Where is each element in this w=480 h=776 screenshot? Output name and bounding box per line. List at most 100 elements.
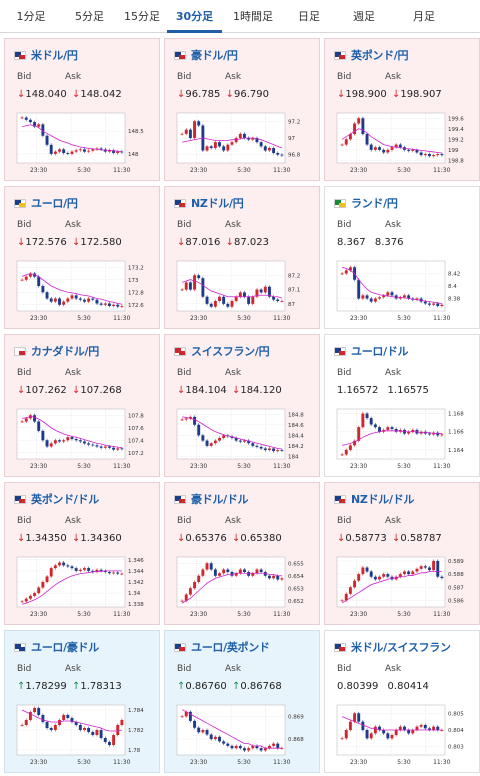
pair-name[interactable]: NZドル/円	[191, 197, 244, 210]
candle-body	[263, 572, 267, 576]
rate-card[interactable]: ユーロ/ドル Bid Ask 1.16572 1.16575 1.168 1.166…	[324, 334, 480, 477]
rate-card[interactable]: 豪ドル/円 Bid Ask ↓96.785 ↓96.790 97.2 97 96.8 2…	[164, 38, 320, 181]
candle-body	[103, 570, 107, 572]
y-tick-label: 184.4	[288, 433, 304, 439]
tab-5[interactable]: 日足	[298, 10, 320, 23]
pair-name[interactable]: 豪ドル/ドル	[191, 493, 249, 506]
rate-card[interactable]: ランド/円 Bid Ask 8.367 8.376 8.42 8.4 8.38 23:3…	[324, 186, 480, 329]
pair-name[interactable]: 米ドル/円	[31, 49, 78, 62]
ask-price: 148.042	[80, 89, 122, 100]
pair-title[interactable]: ユーロ/ドル	[334, 343, 409, 359]
tab-7[interactable]: 月足	[413, 10, 435, 23]
candle-body	[386, 427, 390, 430]
pair-title[interactable]: ユーロ/英ポンド	[174, 639, 270, 655]
candle-body	[78, 569, 82, 571]
pair-name[interactable]: ユーロ/豪ドル	[31, 641, 99, 654]
pair-title[interactable]: スイスフラン/円	[174, 343, 270, 359]
mini-chart[interactable]: 107.8 107.6 107.4 107.2 23:30 5:30 11:30	[15, 407, 153, 471]
candle-body	[427, 728, 431, 730]
rate-card[interactable]: ユーロ/英ポンド Bid Ask ↑0.86760 ↑0.86768 0.869 0…	[164, 630, 320, 773]
mini-chart[interactable]: 0.655 0.654 0.653 0.652 23:30 5:30 11:30	[175, 555, 313, 619]
mini-chart[interactable]: 199.6 199.4 199.2 199 198.8 23:30 5:30 11:30	[335, 111, 473, 175]
pair-title[interactable]: 米ドル/円	[14, 47, 78, 63]
pair-name[interactable]: カナダドル/円	[31, 345, 99, 358]
pair-name[interactable]: NZドル/ドル	[351, 493, 415, 506]
tab-6[interactable]: 週足	[353, 10, 375, 23]
pair-name[interactable]: ランド/円	[351, 197, 398, 210]
y-tick-label: 0.586	[448, 598, 464, 604]
mini-chart[interactable]: 184.8 184.6 184.4 184.2 184 23:30 5:30 11:30	[175, 407, 313, 471]
candle-body	[361, 567, 365, 575]
pair-name[interactable]: ユーロ/英ポンド	[191, 641, 270, 654]
y-tick-label: 1.168	[448, 412, 464, 418]
bid-ask-labels: Bid Ask	[17, 220, 81, 230]
rate-card[interactable]: 米ドル/円 Bid Ask ↓148.040 ↓148.042 148.5 148 2…	[4, 38, 160, 181]
candle-body	[74, 568, 78, 571]
mini-chart[interactable]: 0.869 0.868 23:30 5:30 11:30	[175, 703, 313, 767]
rate-card[interactable]: NZドル/ドル Bid Ask ↓0.58773 ↓0.58787 0.589 0.…	[324, 482, 480, 625]
pair-title[interactable]: NZドル/円	[174, 195, 244, 211]
pair-title[interactable]: 英ポンド/ドル	[14, 491, 99, 507]
mini-chart[interactable]: 97.2 97 96.8 23:30 5:30 11:30	[175, 111, 313, 175]
pair-name[interactable]: 米ドル/スイスフラン	[351, 641, 451, 654]
candle-body	[378, 297, 381, 299]
trend-arrow-icon: ↓	[71, 237, 81, 248]
bid-label: Bid	[337, 664, 352, 674]
pair-title[interactable]: カナダドル/円	[14, 343, 99, 359]
flag-icon	[174, 346, 186, 356]
mini-chart[interactable]: 0.805 0.804 0.803 23:30 5:30 11:30	[335, 703, 473, 767]
rate-card[interactable]: ユーロ/円 Bid Ask ↓172.576 ↓172.580 173.2 173 1…	[4, 186, 160, 329]
rate-card[interactable]: カナダドル/円 Bid Ask ↓107.262 ↓107.268 107.8 10…	[4, 334, 160, 477]
y-tick-label: 87.1	[288, 288, 300, 294]
pair-title[interactable]: ユーロ/豪ドル	[14, 639, 99, 655]
candle-body	[66, 565, 70, 567]
mini-chart[interactable]: 0.589 0.588 0.587 0.586 23:30 5:30 11:30	[335, 555, 473, 619]
tab-3[interactable]: 30分足	[167, 0, 222, 33]
rate-card[interactable]: 英ポンド/ドル Bid Ask ↓1.34350 ↓1.34360 1.346 1.…	[4, 482, 160, 625]
candle-body	[74, 295, 78, 299]
rate-card[interactable]: 米ドル/スイスフラン Bid Ask 0.80399 0.80414 0.805 0…	[324, 630, 480, 773]
tab-1[interactable]: 5分足	[75, 10, 104, 23]
y-tick-label: 199.4	[448, 127, 464, 133]
pair-title[interactable]: 米ドル/スイスフラン	[334, 639, 451, 655]
pair-title[interactable]: 豪ドル/ドル	[174, 491, 249, 507]
pair-name[interactable]: 豪ドル/円	[191, 49, 238, 62]
mini-chart[interactable]: 8.42 8.4 8.38 23:30 5:30 11:30	[335, 259, 473, 323]
pair-name[interactable]: 英ポンド/ドル	[31, 493, 99, 506]
x-tick-label: 11:30	[273, 759, 290, 766]
pair-title[interactable]: NZドル/ドル	[334, 491, 414, 507]
candle-body	[45, 440, 49, 447]
pair-title[interactable]: ユーロ/円	[14, 195, 78, 211]
rate-card[interactable]: ユーロ/豪ドル Bid Ask ↑1.78299 ↑1.78313 1.784 1.…	[4, 630, 160, 773]
trend-arrow-icon: ↓	[231, 385, 241, 396]
candle-body	[390, 427, 394, 429]
pair-title[interactable]: 英ポンド/円	[334, 47, 409, 63]
mini-chart[interactable]: 148.5 148 23:30 5:30 11:30	[15, 111, 153, 175]
moving-average-line	[182, 137, 283, 149]
tab-4[interactable]: 1時間足	[233, 10, 273, 23]
pair-name[interactable]: 英ポンド/円	[351, 49, 409, 62]
mini-chart[interactable]: 1.168 1.166 1.164 23:30 5:30 11:30	[335, 407, 473, 471]
pair-name[interactable]: スイスフラン/円	[191, 345, 270, 358]
pair-title[interactable]: 豪ドル/円	[174, 47, 238, 63]
candle-body	[188, 711, 192, 721]
rate-card[interactable]: NZドル/円 Bid Ask ↓87.016 ↓87.023 87.2 87.1 87…	[164, 186, 320, 329]
candle-body	[41, 124, 45, 136]
mini-chart[interactable]: 87.2 87.1 87 23:30 5:30 11:30	[175, 259, 313, 323]
rate-card[interactable]: スイスフラン/円 Bid Ask ↓184.104 ↓184.120 184.8 1…	[164, 334, 320, 477]
tab-0[interactable]: 1分足	[16, 10, 46, 23]
pair-title[interactable]: ランド/円	[334, 195, 398, 211]
candle-body	[255, 445, 259, 447]
mini-chart[interactable]: 1.346 1.344 1.342 1.34 1.338 23:30 5:30 11:30	[15, 555, 153, 619]
candle-body	[440, 434, 444, 436]
pair-name[interactable]: ユーロ/ドル	[351, 345, 409, 358]
rate-card[interactable]: 英ポンド/円 Bid Ask ↓198.900 ↓198.907 199.6 199…	[324, 38, 480, 181]
pair-name[interactable]: ユーロ/円	[31, 197, 78, 210]
mini-chart[interactable]: 173.2 173 172.8 172.6 23:30 5:30 11:30	[15, 259, 153, 323]
rate-card[interactable]: 豪ドル/ドル Bid Ask ↓0.65376 ↓0.65380 0.655 0.6…	[164, 482, 320, 625]
trend-arrow-icon: ↓	[71, 89, 81, 100]
tab-2[interactable]: 15分足	[124, 10, 160, 23]
candle-body	[83, 568, 86, 570]
mini-chart[interactable]: 1.784 1.782 1.78 23:30 5:30 11:30	[15, 703, 153, 767]
y-tick-label: 8.42	[448, 272, 460, 278]
